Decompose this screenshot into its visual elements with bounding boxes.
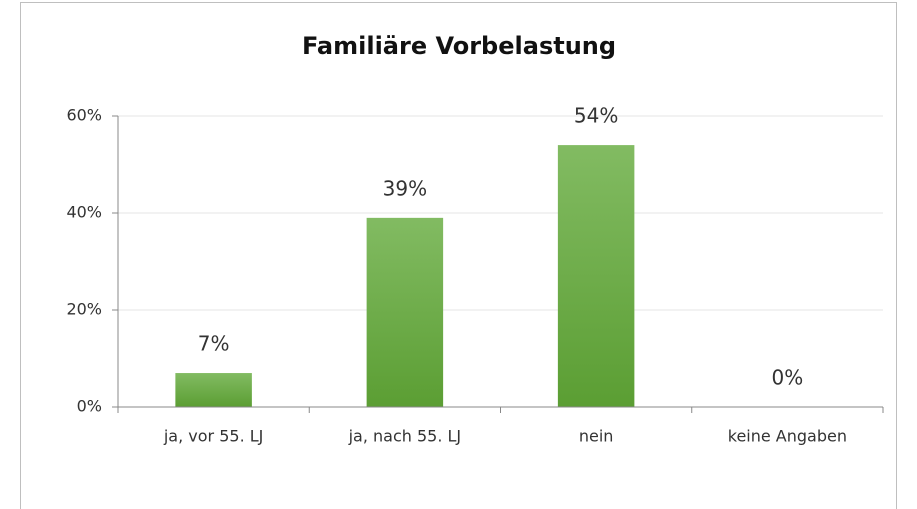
x-tick-label: ja, vor 55. LJ — [163, 427, 264, 446]
data-label: 0% — [772, 366, 804, 390]
x-tick-label: keine Angaben — [728, 427, 847, 446]
y-tick-label: 60% — [66, 106, 102, 125]
chart-title: Familiäre Vorbelastung — [302, 32, 616, 60]
x-tick-label: nein — [579, 427, 614, 446]
y-tick-label: 0% — [77, 397, 102, 416]
data-label: 39% — [383, 176, 427, 200]
bar — [175, 373, 252, 407]
y-tick-label: 20% — [66, 300, 102, 319]
y-tick-label: 40% — [66, 203, 102, 222]
bar — [366, 217, 444, 407]
chart-frame — [20, 2, 897, 509]
x-tick-label: ja, nach 55. LJ — [348, 427, 462, 446]
data-label: 54% — [574, 104, 618, 128]
data-label: 7% — [198, 332, 230, 356]
bar — [557, 145, 635, 407]
